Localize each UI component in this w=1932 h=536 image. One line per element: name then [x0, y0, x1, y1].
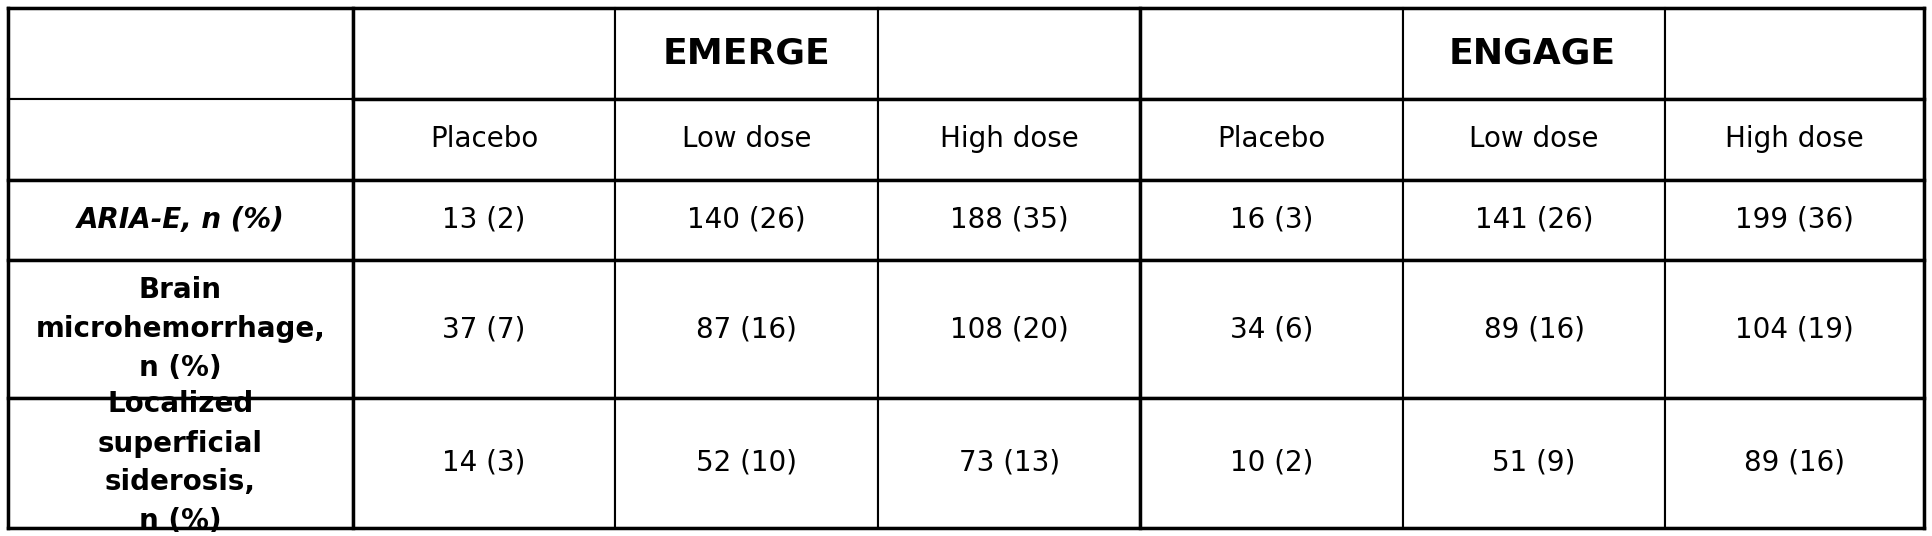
- Text: 199 (36): 199 (36): [1735, 206, 1855, 234]
- Bar: [1140, 99, 1403, 180]
- Text: ARIA-E, n (%): ARIA-E, n (%): [77, 206, 284, 234]
- Bar: [1665, 99, 1924, 180]
- Bar: [1140, 180, 1403, 260]
- Bar: [877, 398, 1140, 528]
- Text: ENGAGE: ENGAGE: [1449, 36, 1615, 71]
- Text: Low dose: Low dose: [1470, 125, 1600, 153]
- Text: 188 (35): 188 (35): [951, 206, 1068, 234]
- Bar: [8, 398, 354, 528]
- Bar: [8, 260, 354, 398]
- Text: Localized
superficial
siderosis,
n (%): Localized superficial siderosis, n (%): [99, 391, 263, 535]
- Text: 73 (13): 73 (13): [958, 449, 1059, 477]
- Text: 89 (16): 89 (16): [1745, 449, 1845, 477]
- Bar: [1665, 260, 1924, 398]
- Text: EMERGE: EMERGE: [663, 36, 831, 71]
- Bar: [1403, 180, 1665, 260]
- Bar: [1665, 8, 1924, 99]
- Bar: [877, 260, 1140, 398]
- Text: 104 (19): 104 (19): [1735, 315, 1855, 343]
- Text: 13 (2): 13 (2): [442, 206, 526, 234]
- Bar: [1403, 8, 1665, 99]
- Bar: [616, 260, 877, 398]
- Bar: [1403, 99, 1665, 180]
- Bar: [354, 8, 616, 99]
- Bar: [1140, 8, 1403, 99]
- Bar: [1403, 398, 1665, 528]
- Bar: [877, 99, 1140, 180]
- Bar: [354, 398, 616, 528]
- Text: 108 (20): 108 (20): [951, 315, 1068, 343]
- Text: High dose: High dose: [939, 125, 1078, 153]
- Text: 37 (7): 37 (7): [442, 315, 526, 343]
- Bar: [1140, 260, 1403, 398]
- Text: 14 (3): 14 (3): [442, 449, 526, 477]
- Text: 87 (16): 87 (16): [696, 315, 798, 343]
- Bar: [354, 180, 616, 260]
- Text: 52 (10): 52 (10): [696, 449, 798, 477]
- Text: Placebo: Placebo: [431, 125, 539, 153]
- Bar: [354, 99, 616, 180]
- Bar: [8, 99, 354, 180]
- Bar: [616, 8, 877, 99]
- Bar: [1665, 398, 1924, 528]
- Text: Low dose: Low dose: [682, 125, 811, 153]
- Text: 89 (16): 89 (16): [1484, 315, 1584, 343]
- Bar: [616, 180, 877, 260]
- Bar: [877, 180, 1140, 260]
- Bar: [8, 180, 354, 260]
- Text: 10 (2): 10 (2): [1231, 449, 1314, 477]
- Text: Brain
microhemorrhage,
n (%): Brain microhemorrhage, n (%): [35, 276, 325, 382]
- Bar: [1665, 180, 1924, 260]
- Text: 34 (6): 34 (6): [1231, 315, 1314, 343]
- Bar: [1403, 260, 1665, 398]
- Bar: [354, 260, 616, 398]
- Text: High dose: High dose: [1725, 125, 1864, 153]
- Bar: [1140, 398, 1403, 528]
- Text: 140 (26): 140 (26): [688, 206, 806, 234]
- Bar: [616, 398, 877, 528]
- Text: 16 (3): 16 (3): [1231, 206, 1314, 234]
- Bar: [616, 99, 877, 180]
- Text: 51 (9): 51 (9): [1492, 449, 1577, 477]
- Bar: [877, 8, 1140, 99]
- Text: 141 (26): 141 (26): [1474, 206, 1594, 234]
- Bar: [8, 8, 354, 99]
- Text: Placebo: Placebo: [1217, 125, 1325, 153]
